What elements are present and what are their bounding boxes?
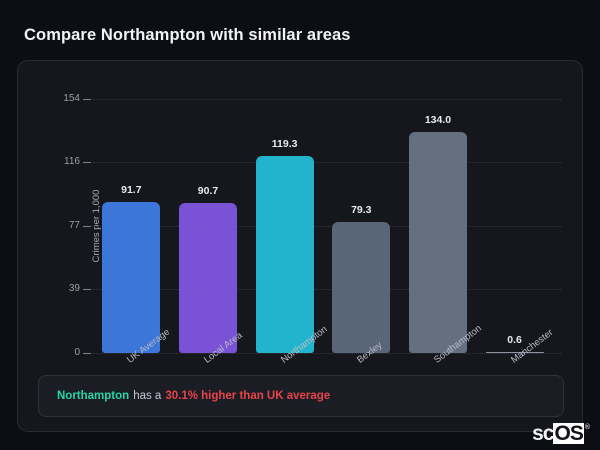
scos-logo: sc OS ® xyxy=(532,423,590,444)
bar[interactable] xyxy=(332,222,391,353)
bar[interactable] xyxy=(255,156,314,353)
bar-value-label: 79.3 xyxy=(351,204,372,217)
y-tick-label: 154 xyxy=(63,93,80,104)
chart-plot-area: Crimes per 1,000 0 39 77 116 154 91.7 UK Aver… xyxy=(63,93,561,366)
logo-prefix: sc xyxy=(532,422,554,445)
bar-value-label: 134.0 xyxy=(424,114,452,126)
bar[interactable] xyxy=(485,351,544,353)
y-tick-mark xyxy=(83,226,91,227)
insight-middle-text: has a xyxy=(133,390,162,402)
y-tick-mark xyxy=(83,353,91,354)
bar-group[interactable]: 90.7 Local Area xyxy=(178,99,244,366)
y-tick-mark xyxy=(83,288,91,290)
y-tick-label: 116 xyxy=(64,155,80,167)
bar[interactable] xyxy=(408,132,467,353)
logo-mark: OS xyxy=(553,422,584,445)
bar-group[interactable]: 119.3 Northampton xyxy=(255,99,329,366)
insight-banner: Northampton has a 30.1% higher than UK a… xyxy=(38,375,564,417)
bar-value-label: 0.6 xyxy=(507,333,522,346)
bar-series: 91.7 UK Average 90.7 Local Area 119.3 Northam… xyxy=(93,99,555,366)
bar-value-label: 90.7 xyxy=(197,185,219,198)
y-tick-mark xyxy=(83,99,91,100)
y-tick-label: 77 xyxy=(68,220,80,231)
bar-group[interactable]: 134.0 Southampton xyxy=(408,99,484,366)
bar-group[interactable]: 79.3 Bexley xyxy=(332,99,391,366)
gridline: 154 xyxy=(63,93,561,104)
y-tick-label: 0 xyxy=(74,347,80,358)
gridline: 39 xyxy=(69,283,561,294)
y-tick-mark xyxy=(83,161,91,163)
gridline: 77 xyxy=(69,220,561,231)
bar-value-label: 91.7 xyxy=(121,183,142,196)
y-tick-label: 39 xyxy=(68,282,80,294)
page-title: Compare Northampton with similar areas xyxy=(24,26,351,44)
chart-card: Crimes per 1,000 0 39 77 116 154 91.7 UK Aver… xyxy=(17,60,583,432)
bar[interactable] xyxy=(178,203,237,353)
bar-group[interactable]: 91.7 UK Average xyxy=(102,99,172,366)
insight-area-name: Northampton xyxy=(57,390,130,402)
insight-delta-text: 30.1% higher than UK average xyxy=(165,390,331,402)
gridline: 116 xyxy=(64,156,561,167)
bar-value-label: 119.3 xyxy=(271,138,298,151)
registered-icon: ® xyxy=(584,424,590,431)
gridline: 0 xyxy=(74,347,561,358)
bar[interactable] xyxy=(102,201,161,353)
bar-group[interactable]: 0.6 Manchester xyxy=(485,99,555,366)
